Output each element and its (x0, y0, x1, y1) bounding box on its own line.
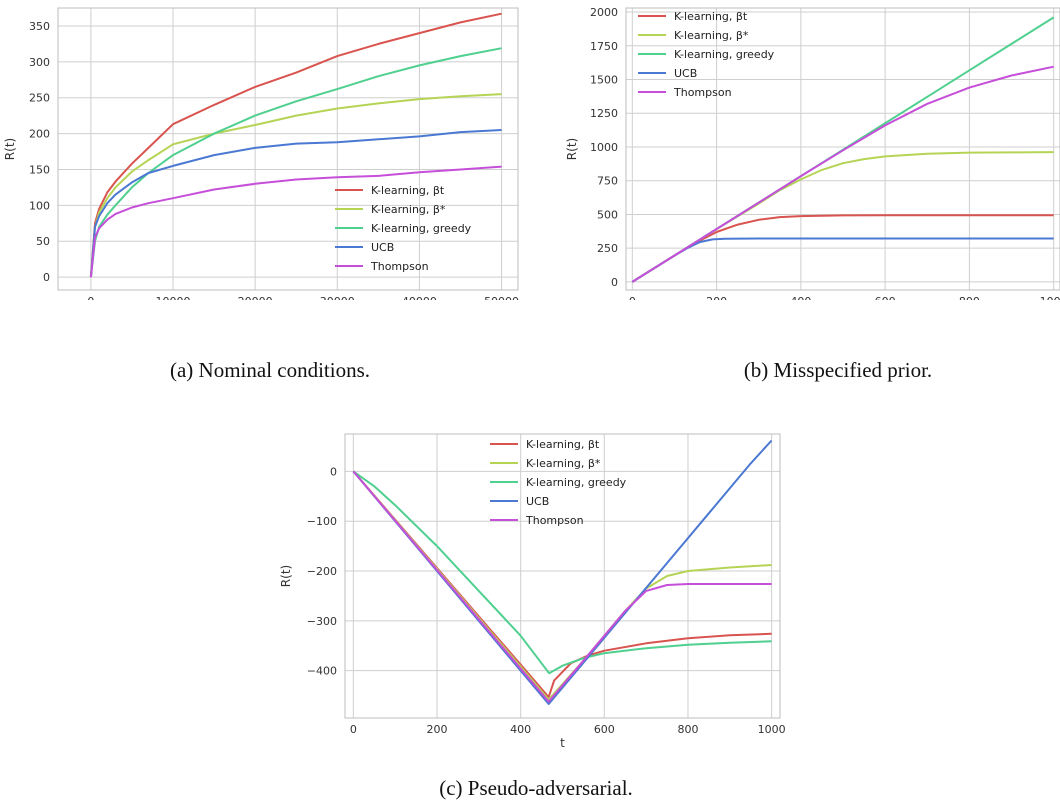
x-tick-label: 800 (959, 295, 980, 300)
legend-label: Thompson (525, 514, 584, 527)
legend-label: K-learning, β* (371, 203, 446, 216)
y-tick-label: 350 (29, 20, 50, 33)
caption-c: (c) Pseudo-adversarial. (439, 776, 633, 800)
legend-label: K-learning, βt (371, 184, 445, 197)
series-line-k-learning-t (89, 12, 502, 278)
y-tick-label: 2000 (590, 6, 618, 19)
y-tick-label: 50 (36, 235, 50, 248)
y-tick-label: 0 (611, 276, 618, 289)
series-line-k-learning-greedy (352, 470, 772, 675)
chart-pseudo-adversarial: 0 200 400 600 800 1000 0 −100 −200 −300 −400 t R(t) K… (279, 433, 786, 750)
series-line-thompson (89, 165, 502, 278)
legend: K-learning, βt K-learning, β* K-learning, … (638, 10, 775, 99)
caption-a: (a) Nominal conditions. (169, 358, 371, 382)
series-line-thompson (631, 65, 1054, 283)
y-tick-label: 0 (330, 465, 337, 478)
y-tick-label: 1750 (590, 40, 618, 53)
y-tick-label: 1000 (590, 141, 618, 154)
plot-frame (344, 433, 781, 719)
y-tick-label: −400 (307, 665, 337, 678)
legend-label: UCB (526, 495, 549, 508)
x-tick-label: 30000 (320, 295, 355, 300)
x-tick-label: 1000 (1040, 295, 1060, 300)
x-tick-label: 400 (790, 295, 811, 300)
y-tick-label: −200 (307, 565, 337, 578)
plot-frame (625, 7, 1060, 291)
x-tick-label: 600 (875, 295, 896, 300)
legend-label: K-learning, β* (526, 457, 601, 470)
legend-label: UCB (674, 67, 697, 80)
legend-label: K-learning, greedy (526, 476, 627, 489)
x-axis-label: t (560, 736, 565, 750)
y-axis-label: R(t) (279, 565, 293, 587)
y-tick-label: 500 (597, 208, 618, 221)
x-tick-label: 400 (510, 723, 531, 736)
y-tick-label: 300 (29, 56, 50, 69)
x-tick-label: 200 (427, 723, 448, 736)
x-tick-label: 20000 (238, 295, 273, 300)
x-tick-label: 1000 (758, 723, 786, 736)
chart-misspecified-prior: 0 200 400 600 800 1000 0 250 500 750 1000 1250 1500 1… (565, 6, 1060, 300)
y-tick-label: 250 (597, 242, 618, 255)
plot-frame (57, 7, 519, 291)
legend-label: K-learning, greedy (674, 48, 775, 61)
grid (58, 8, 518, 290)
series-line-ucb (631, 237, 1054, 283)
x-tick-label: 200 (706, 295, 727, 300)
y-axis-label: R(t) (3, 138, 17, 160)
y-tick-label: 100 (29, 199, 50, 212)
series-line-ucb (89, 129, 502, 278)
y-tick-label: 200 (29, 128, 50, 141)
legend-label: K-learning, βt (526, 438, 600, 451)
series-line-k-learning-greedy (89, 47, 502, 278)
legend-label: K-learning, β* (674, 29, 749, 42)
y-tick-label: 150 (29, 163, 50, 176)
x-tick-label: 800 (677, 723, 698, 736)
x-tick-label: 0 (629, 295, 636, 300)
y-tick-label: 0 (43, 271, 50, 284)
y-tick-label: 250 (29, 92, 50, 105)
series-line-thompson (352, 470, 772, 703)
y-tick-label: −300 (307, 615, 337, 628)
x-tick-label: 0 (87, 295, 94, 300)
series-line-k-learning (631, 151, 1054, 283)
y-tick-label: 750 (597, 175, 618, 188)
x-tick-label: 600 (594, 723, 615, 736)
legend-label: UCB (371, 241, 394, 254)
y-tick-label: 1500 (590, 74, 618, 87)
legend-label: Thompson (370, 260, 429, 273)
series-line-k-learning (89, 93, 502, 278)
caption-b: (b) Misspecified prior. (743, 358, 933, 382)
legend-label: K-learning, βt (674, 10, 748, 23)
legend: K-learning, βt K-learning, β* K-learning, … (490, 438, 627, 527)
x-tick-label: 40000 (402, 295, 437, 300)
x-tick-label: 0 (350, 723, 357, 736)
legend-label: Thompson (673, 86, 732, 99)
legend-label: K-learning, greedy (371, 222, 472, 235)
legend: K-learning, βt K-learning, β* K-learning, … (335, 184, 472, 273)
x-tick-label: 50000 (484, 295, 519, 300)
y-axis-label: R(t) (565, 138, 579, 160)
y-tick-label: 1250 (590, 107, 618, 120)
grid (345, 434, 780, 718)
y-tick-label: −100 (307, 515, 337, 528)
